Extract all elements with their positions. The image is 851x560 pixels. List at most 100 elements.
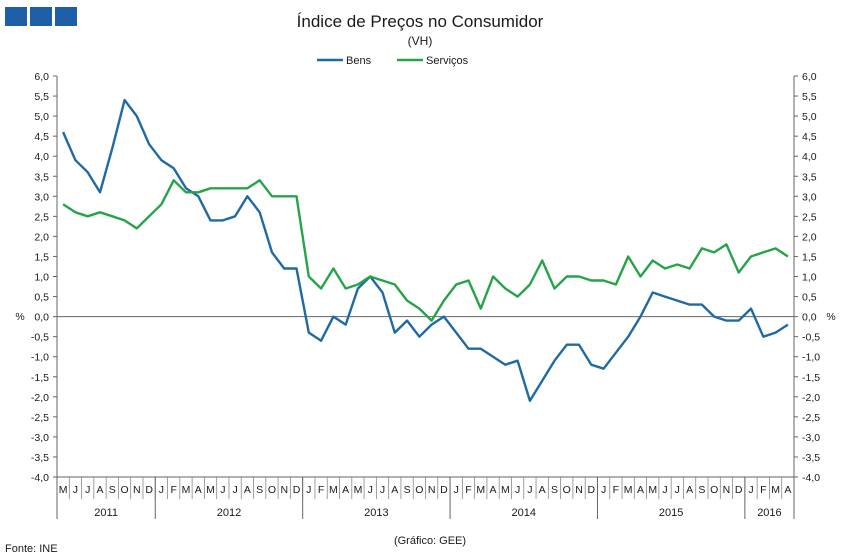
month-label: N [133, 484, 141, 496]
month-label: D [735, 484, 743, 496]
y-tick-label-left: 2,0 [34, 231, 49, 243]
y-tick-label-left: -3,0 [31, 432, 49, 444]
y-tick-label-left: -0,5 [31, 332, 49, 344]
credit-note: (Gráfico: GEE) [394, 535, 466, 547]
month-label: J [662, 484, 667, 496]
left-tick-marks [53, 75, 57, 478]
month-label: F [318, 484, 324, 496]
month-label: S [551, 484, 558, 496]
year-label: 2016 [757, 507, 781, 519]
y-tick-label-left: 5,5 [34, 91, 49, 103]
month-label: O [415, 484, 423, 496]
month-label: N [428, 484, 436, 496]
y-tick-label-right: 0,0 [802, 312, 817, 324]
month-label: M [771, 484, 780, 496]
month-label: A [96, 484, 103, 496]
month-label: J [368, 484, 373, 496]
y-tick-label-left: 0,0 [34, 312, 49, 324]
y-tick-label-left: -2,0 [31, 392, 49, 404]
month-label: J [85, 484, 90, 496]
year-label: 2012 [217, 507, 241, 519]
y-tick-label-right: 4,5 [802, 131, 817, 143]
y-tick-label-left: -4,0 [31, 472, 49, 484]
month-label: N [575, 484, 583, 496]
month-label: N [723, 484, 731, 496]
y-tick-label-left: 4,5 [34, 131, 49, 143]
year-label: 2013 [364, 507, 388, 519]
month-label: A [342, 484, 349, 496]
series-lines [62, 98, 789, 402]
month-label: J [675, 484, 680, 496]
y-tick-label-left: 1,0 [34, 272, 49, 284]
month-label: M [329, 484, 338, 496]
month-label: D [588, 484, 596, 496]
month-label: A [637, 484, 644, 496]
source-note: Fonte: INE [5, 543, 58, 555]
month-label: M [182, 484, 191, 496]
y-tick-label-right: 1,5 [802, 251, 817, 263]
y-tick-label-right: -2,5 [802, 412, 820, 424]
y-tick-label-right: -2,0 [802, 392, 820, 404]
logo-square-3 [55, 7, 77, 26]
y-tick-label-left: -1,5 [31, 372, 49, 384]
month-label: O [710, 484, 718, 496]
y-tick-label-right: 5,0 [802, 111, 817, 123]
y-tick-label-left: 3,0 [34, 191, 49, 203]
year-label: 2011 [94, 507, 118, 519]
year-label: 2014 [512, 507, 536, 519]
month-label: A [244, 484, 251, 496]
y-tick-label-right: 5,5 [802, 91, 817, 103]
month-label: A [686, 484, 693, 496]
month-label: M [501, 484, 510, 496]
month-label: D [440, 484, 448, 496]
y-tick-label-right: 3,0 [802, 191, 817, 203]
month-label: J [748, 484, 753, 496]
month-label: F [613, 484, 619, 496]
month-label: S [109, 484, 116, 496]
y-tick-label-left: -1,0 [31, 352, 49, 364]
y-tick-label-right: 2,0 [802, 231, 817, 243]
month-label: F [465, 484, 471, 496]
y-axis-label-left: % [15, 311, 24, 323]
legend-label-bens: Bens [346, 55, 372, 67]
month-label: J [527, 484, 532, 496]
year-dividers [56, 477, 795, 519]
month-label: F [760, 484, 766, 496]
month-label: D [293, 484, 301, 496]
year-label: 2015 [659, 507, 683, 519]
x-tick-marks [56, 477, 795, 499]
chart-subtitle: (VH) [408, 34, 433, 48]
y-tick-label-left: 1,5 [34, 251, 49, 263]
y-tick-label-right: -3,0 [802, 432, 820, 444]
month-label: S [698, 484, 705, 496]
month-label: A [195, 484, 202, 496]
right-tick-labels: 6,0 5,5 5,0 4,5 4,0 3,5 3,0 2,5 2,0 1,5 1,0 0,5 0,0 -… [802, 71, 820, 484]
y-axis-label-right: % [826, 311, 835, 323]
y-tick-label-left: 0,5 [34, 292, 49, 304]
y-tick-label-right: -4,0 [802, 472, 820, 484]
y-tick-label-right: 3,5 [802, 171, 817, 183]
logo-square-1 [5, 7, 27, 26]
legend-label-servicos: Serviços [426, 55, 469, 67]
y-tick-label-left: 2,5 [34, 211, 49, 223]
year-labels: 2011 2012 2013 2014 2015 2016 [94, 507, 781, 519]
month-label: J [601, 484, 606, 496]
y-tick-label-left: -2,5 [31, 412, 49, 424]
series-line-bens [62, 98, 789, 402]
month-label: J [232, 484, 237, 496]
month-label: S [404, 484, 411, 496]
month-label: J [73, 484, 78, 496]
y-tick-label-left: -3,5 [31, 452, 49, 464]
month-label: N [280, 484, 288, 496]
series-line-servicos [62, 179, 789, 322]
month-label: J [306, 484, 311, 496]
month-label: F [170, 484, 176, 496]
y-tick-label-left: 6,0 [34, 71, 49, 83]
legend: Bens Serviços [317, 55, 469, 67]
chart-title: Índice de Preços no Consumidor [297, 12, 544, 31]
y-tick-label-right: 0,5 [802, 292, 817, 304]
y-tick-label-right: 1,0 [802, 272, 817, 284]
